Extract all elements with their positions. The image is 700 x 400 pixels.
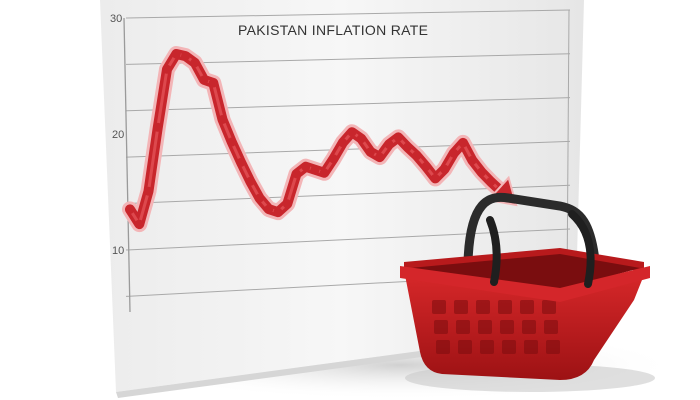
- basket-slot: [478, 320, 492, 334]
- grid-line: [125, 9, 571, 19]
- series-point: [412, 151, 422, 161]
- series-point: [144, 186, 153, 196]
- basket-slot: [544, 320, 558, 334]
- y-tick-label: 10: [112, 245, 124, 257]
- series-point: [218, 114, 227, 124]
- series-point: [282, 199, 292, 209]
- basket-slot: [432, 300, 446, 314]
- series-point: [477, 167, 486, 177]
- basket-slot: [502, 340, 516, 354]
- y-tick-labels: 10 20 30: [110, 13, 124, 257]
- series-point: [301, 162, 311, 172]
- basket-slot: [480, 340, 494, 354]
- series-point: [449, 148, 459, 158]
- basket-interior: [410, 254, 640, 290]
- basket-slot: [542, 300, 556, 314]
- series-point: [393, 132, 403, 142]
- series-point: [310, 165, 320, 175]
- basket-slot: [498, 300, 512, 314]
- y-axis: [123, 17, 131, 313]
- basket-slot: [522, 320, 536, 334]
- series-point: [486, 177, 496, 187]
- basket-slot: [454, 300, 468, 314]
- series-point: [264, 204, 274, 214]
- series-point: [162, 64, 172, 74]
- basket-slot: [524, 340, 538, 354]
- series-point: [208, 78, 218, 88]
- series-point: [292, 169, 301, 179]
- grid-line: [125, 97, 571, 112]
- basket-handle-front-right: [568, 210, 595, 288]
- basket-slot: [436, 340, 450, 354]
- basket-slot: [458, 340, 472, 354]
- series-point: [245, 176, 255, 186]
- y-tick-label: 30: [110, 13, 122, 25]
- series-point: [236, 157, 246, 167]
- basket-front-rim: [400, 266, 650, 302]
- basket-slot: [500, 320, 514, 334]
- basket-slot: [456, 320, 470, 334]
- chart-title: PAKISTAN INFLATION RATE: [238, 22, 428, 38]
- series-point: [467, 155, 477, 165]
- y-tick-label: 20: [112, 129, 124, 141]
- basket-slot: [546, 340, 560, 354]
- series-point: [199, 75, 209, 85]
- series-point: [375, 152, 385, 162]
- series-point: [347, 127, 357, 137]
- series-point: [338, 138, 348, 148]
- series-point: [227, 137, 237, 147]
- series-point: [356, 134, 366, 144]
- series-point: [134, 219, 144, 229]
- basket-slot: [476, 300, 490, 314]
- series-point: [125, 204, 135, 214]
- series-point: [171, 49, 181, 59]
- series-points: [125, 49, 505, 229]
- series-point: [384, 139, 394, 149]
- series-point: [430, 173, 440, 183]
- basket-slot: [520, 300, 534, 314]
- basket-handle-front: [486, 216, 501, 286]
- series-point: [329, 154, 338, 164]
- series-point: [319, 168, 329, 178]
- basket-slots: [432, 300, 560, 354]
- series-point: [421, 162, 431, 172]
- series-point: [181, 51, 190, 61]
- series-point: [153, 122, 163, 132]
- shopping-basket: [400, 192, 655, 392]
- series-point: [255, 193, 264, 203]
- series-point: [403, 142, 412, 152]
- series-point: [440, 164, 449, 174]
- series-point: [273, 207, 283, 217]
- grid-right-edge: [566, 9, 570, 291]
- series-point: [458, 138, 468, 148]
- series-point: [366, 147, 375, 157]
- series-point: [190, 58, 200, 68]
- basket-slot: [434, 320, 448, 334]
